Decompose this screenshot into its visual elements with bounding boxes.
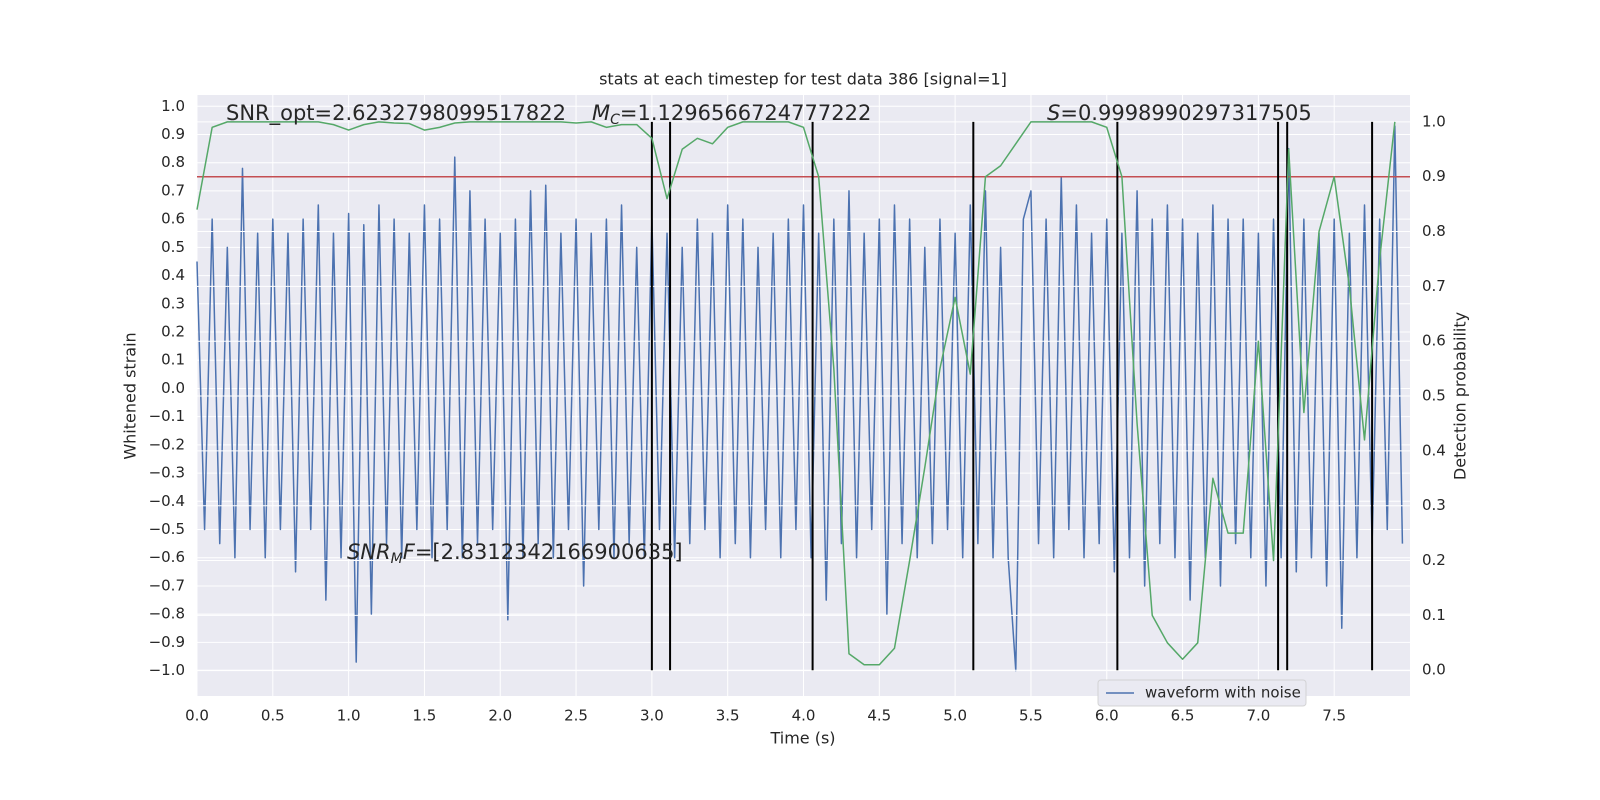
y-tick-label: 1.0 (161, 97, 185, 115)
annotation-part: =0.9998990297317505 (1060, 101, 1311, 125)
y-tick-label: 0.8 (161, 153, 185, 171)
x-tick-label: 5.0 (943, 707, 967, 725)
x-tick-label: 3.5 (716, 707, 740, 725)
y-tick-label: −0.5 (149, 520, 185, 538)
y-tick-label: 0.7 (161, 181, 185, 199)
annotation-part: =[2.8312342166900635] (415, 540, 683, 564)
x-tick-label: 7.0 (1246, 707, 1270, 725)
y-tick-label: −0.3 (149, 464, 185, 482)
y-tick-label: −0.1 (149, 407, 185, 425)
annotation-part: M (391, 551, 403, 567)
x-tick-label: 6.5 (1171, 707, 1195, 725)
data-line (196, 121, 1396, 666)
annotation: SNRMF=[2.8312342166900635] (347, 540, 683, 567)
y-tick-label: 0.6 (161, 210, 185, 228)
x-tick-label: 0.5 (261, 707, 285, 725)
annotation-part: M (592, 101, 610, 125)
y2-tick-label: 0.3 (1422, 496, 1446, 514)
y-tick-label: −0.2 (149, 435, 185, 453)
x-tick-label: 2.5 (564, 707, 588, 725)
x-tick-label: 4.5 (867, 707, 891, 725)
x-tick-label: 2.0 (488, 707, 512, 725)
legend-label: waveform with noise (1145, 684, 1301, 702)
annotation-part: F (403, 540, 416, 564)
x-tick-label: 3.0 (640, 707, 664, 725)
y-tick-label: −0.6 (149, 548, 185, 566)
annotation-part: C (610, 112, 620, 128)
y2-tick-label: 0.5 (1422, 387, 1446, 405)
annotation: S=0.9998990297317505 (1047, 101, 1312, 125)
y-tick-label: 0.2 (161, 323, 185, 341)
x-tick-label: 1.0 (337, 707, 361, 725)
y2-tick-label: 0.7 (1422, 277, 1446, 295)
y2-tick-label: 0.0 (1422, 661, 1446, 679)
y-tick-label: 0.3 (161, 294, 185, 312)
annotation-part: S (1047, 101, 1060, 125)
y2-tick-label: 0.1 (1422, 606, 1446, 624)
x-tick-label: 0.0 (185, 707, 209, 725)
x-tick-label: 1.5 (413, 707, 437, 725)
y2-tick-label: 0.4 (1422, 441, 1446, 459)
y2-tick-label: 0.6 (1422, 332, 1446, 350)
y-tick-label: −1.0 (149, 661, 185, 679)
y-tick-label: 0.4 (161, 266, 185, 284)
y2-axis-label: Detection probability (1451, 312, 1470, 480)
y-tick-label: −0.8 (149, 605, 185, 623)
x-tick-label: 6.0 (1095, 707, 1119, 725)
annotation: MC=1.1296566724777222 (592, 101, 871, 128)
y-axis-label: Whitened strain (121, 332, 140, 459)
y-tick-label: 0.5 (161, 238, 185, 256)
annotation-part: SNR (347, 540, 391, 564)
x-tick-label: 7.5 (1322, 707, 1346, 725)
annotation-part: =1.1296566724777222 (620, 101, 871, 125)
legend-box (1097, 679, 1307, 707)
y-tick-label: 0.1 (161, 351, 185, 369)
y-tick-label: 0.0 (161, 379, 185, 397)
x-axis-label: Time (s) (769, 729, 835, 748)
x-tick-label: 4.0 (792, 707, 816, 725)
data-line (196, 125, 1404, 672)
chart-title: stats at each timestep for test data 386… (599, 70, 1007, 89)
y-tick-label: −0.4 (149, 492, 185, 510)
y-tick-label: 0.9 (161, 125, 185, 143)
y2-tick-label: 1.0 (1422, 112, 1446, 130)
annotation: SNR_opt=2.6232798099517822 (226, 101, 566, 126)
annotation-part: SNR_opt=2.6232798099517822 (226, 101, 566, 126)
y-tick-label: −0.7 (149, 576, 185, 594)
x-tick-label: 5.5 (1019, 707, 1043, 725)
y2-tick-label: 0.2 (1422, 551, 1446, 569)
y-tick-label: −0.9 (149, 633, 185, 651)
y2-tick-label: 0.9 (1422, 167, 1446, 185)
y2-tick-label: 0.8 (1422, 222, 1446, 240)
